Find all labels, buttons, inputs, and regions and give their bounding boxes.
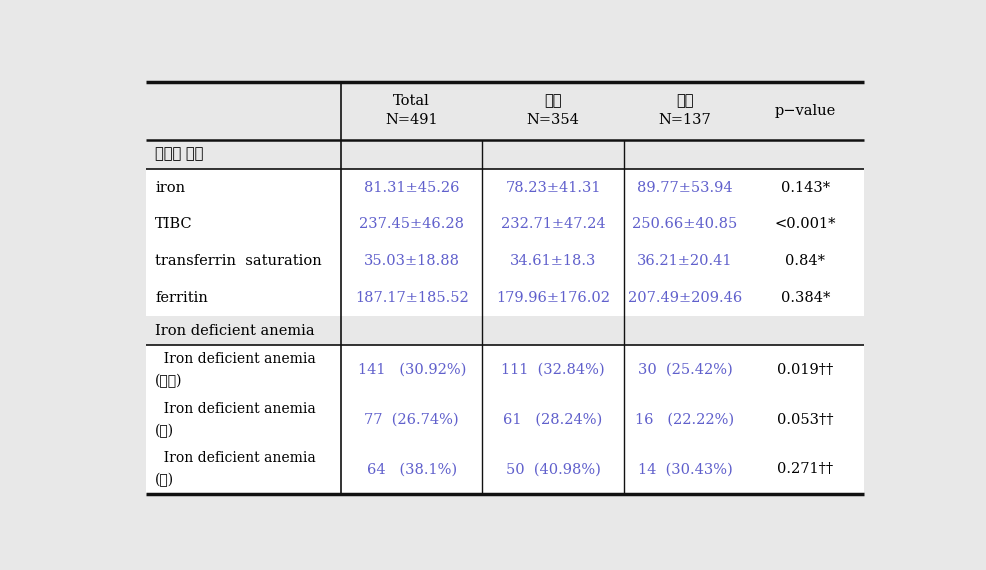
Text: 50  (40.98%): 50 (40.98%) xyxy=(506,462,600,477)
Text: 수여자 정보: 수여자 정보 xyxy=(156,148,204,161)
Text: 81.31±45.26: 81.31±45.26 xyxy=(364,181,459,194)
Bar xyxy=(146,169,865,206)
Text: 0.84*: 0.84* xyxy=(785,254,825,268)
Text: Iron deficient anemia: Iron deficient anemia xyxy=(156,402,317,416)
Text: Total: Total xyxy=(393,94,430,108)
Bar xyxy=(146,395,865,445)
Bar xyxy=(146,279,865,316)
Text: 77  (26.74%): 77 (26.74%) xyxy=(365,413,459,427)
Text: <0.001*: <0.001* xyxy=(775,217,836,231)
Bar xyxy=(146,445,865,494)
Text: 뇌사: 뇌사 xyxy=(676,94,693,108)
Text: N=491: N=491 xyxy=(386,113,438,127)
Text: p−value: p−value xyxy=(775,104,836,117)
Text: (전체): (전체) xyxy=(156,374,182,388)
Text: ferritin: ferritin xyxy=(156,291,208,304)
Text: 0.384*: 0.384* xyxy=(781,291,830,304)
Bar xyxy=(146,316,865,345)
Text: 187.17±185.52: 187.17±185.52 xyxy=(355,291,468,304)
Text: 232.71±47.24: 232.71±47.24 xyxy=(501,217,605,231)
Bar xyxy=(146,243,865,279)
Text: 0.271††: 0.271†† xyxy=(777,462,833,477)
Text: 89.77±53.94: 89.77±53.94 xyxy=(637,181,733,194)
Text: 141   (30.92%): 141 (30.92%) xyxy=(358,363,466,377)
Text: (남): (남) xyxy=(156,424,175,438)
Text: 36.21±20.41: 36.21±20.41 xyxy=(637,254,733,268)
Text: 111  (32.84%): 111 (32.84%) xyxy=(501,363,604,377)
Text: iron: iron xyxy=(156,181,185,194)
Text: 16   (22.22%): 16 (22.22%) xyxy=(635,413,735,427)
Text: 생체: 생체 xyxy=(544,94,562,108)
Text: 179.96±176.02: 179.96±176.02 xyxy=(496,291,610,304)
Text: Iron deficient anemia: Iron deficient anemia xyxy=(156,324,315,337)
Text: N=137: N=137 xyxy=(659,113,711,127)
Bar xyxy=(146,206,865,243)
Text: transferrin  saturation: transferrin saturation xyxy=(156,254,322,268)
Text: 0.019††: 0.019†† xyxy=(777,363,833,377)
Text: 34.61±18.3: 34.61±18.3 xyxy=(510,254,597,268)
Text: TIBC: TIBC xyxy=(156,217,193,231)
Text: 250.66±40.85: 250.66±40.85 xyxy=(632,217,738,231)
Text: 237.45±46.28: 237.45±46.28 xyxy=(359,217,464,231)
Text: 35.03±18.88: 35.03±18.88 xyxy=(364,254,459,268)
Text: 14  (30.43%): 14 (30.43%) xyxy=(638,462,733,477)
Text: 78.23±41.31: 78.23±41.31 xyxy=(506,181,600,194)
Text: 30  (25.42%): 30 (25.42%) xyxy=(638,363,733,377)
Bar xyxy=(146,140,865,169)
Bar xyxy=(146,82,865,140)
Text: 207.49±209.46: 207.49±209.46 xyxy=(628,291,742,304)
Bar xyxy=(146,345,865,395)
Text: 0.143*: 0.143* xyxy=(781,181,830,194)
Text: Iron deficient anemia: Iron deficient anemia xyxy=(156,352,317,366)
Text: 0.053††: 0.053†† xyxy=(777,413,833,427)
Text: 61   (28.24%): 61 (28.24%) xyxy=(504,413,602,427)
Text: Iron deficient anemia: Iron deficient anemia xyxy=(156,451,317,465)
Text: (여): (여) xyxy=(156,473,175,487)
Text: 64   (38.1%): 64 (38.1%) xyxy=(367,462,457,477)
Text: N=354: N=354 xyxy=(527,113,580,127)
